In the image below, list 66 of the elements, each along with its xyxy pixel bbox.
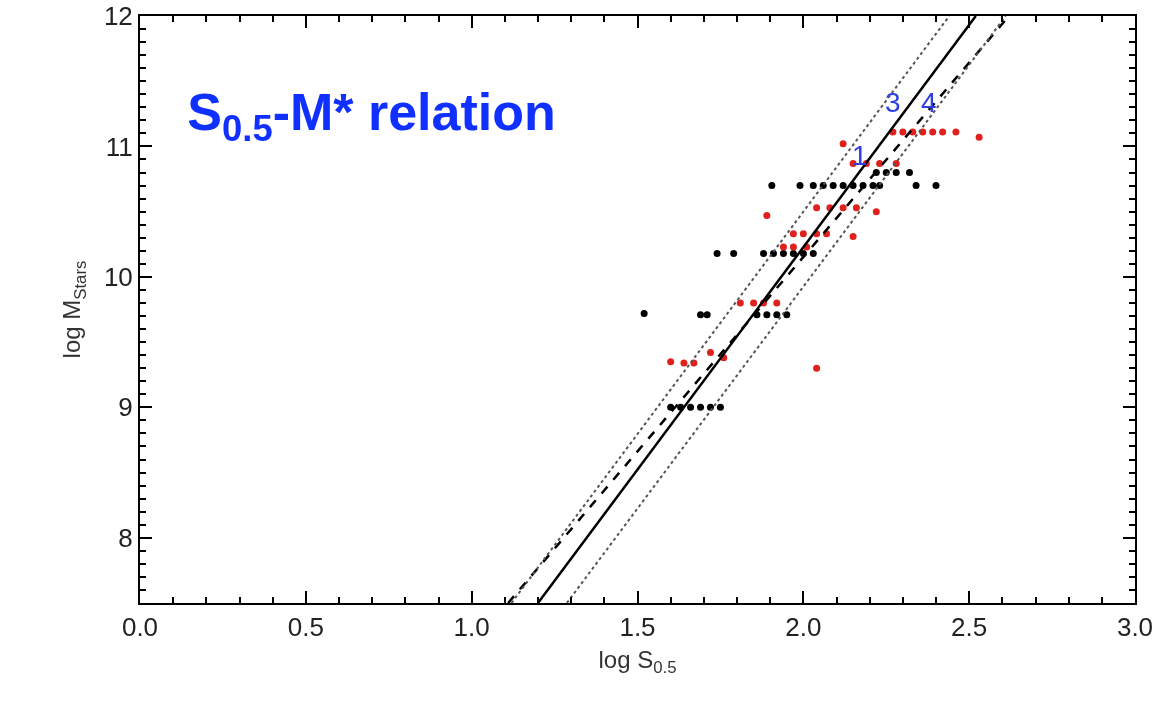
point xyxy=(796,182,804,190)
annotation: 3 xyxy=(885,87,901,118)
x-tick-label: 1.5 xyxy=(619,612,656,643)
point xyxy=(760,249,768,257)
point xyxy=(789,249,797,257)
point xyxy=(809,182,817,190)
point xyxy=(789,230,797,238)
point xyxy=(697,311,705,319)
point xyxy=(939,128,947,136)
point xyxy=(730,249,738,257)
point xyxy=(703,311,711,319)
point xyxy=(773,311,781,319)
point xyxy=(779,243,787,251)
point xyxy=(783,311,791,319)
point xyxy=(763,212,771,220)
point xyxy=(713,249,721,257)
point xyxy=(779,249,787,257)
y-tick-label: 11 xyxy=(105,131,133,162)
point xyxy=(789,243,797,251)
point xyxy=(839,204,847,212)
point xyxy=(872,208,880,216)
point xyxy=(763,311,771,319)
point xyxy=(813,204,821,212)
point xyxy=(687,403,695,411)
y-tick-label: 9 xyxy=(118,392,133,423)
point xyxy=(839,182,847,190)
point xyxy=(905,169,913,177)
x-tick-label: 2.5 xyxy=(951,612,988,643)
point xyxy=(667,358,675,366)
y-tick-label: 12 xyxy=(103,1,133,32)
x-tick-label: 0.5 xyxy=(287,612,324,643)
text: S$_{0.5}$-M* relation xyxy=(187,83,556,150)
point xyxy=(852,204,860,212)
point xyxy=(809,249,817,257)
point xyxy=(697,403,705,411)
point xyxy=(932,182,940,190)
point xyxy=(716,403,724,411)
y-tick-label: 8 xyxy=(118,522,133,553)
point xyxy=(706,349,714,357)
point xyxy=(829,182,837,190)
point xyxy=(899,128,907,136)
annotation: 1 xyxy=(852,140,868,171)
point xyxy=(667,403,675,411)
point xyxy=(912,182,920,190)
point xyxy=(736,299,744,307)
point xyxy=(929,128,937,136)
point xyxy=(680,359,688,367)
point xyxy=(975,133,983,141)
x-tick-label: 1.0 xyxy=(453,612,490,643)
point xyxy=(952,128,960,136)
x-tick-label: 3.0 xyxy=(1116,612,1154,643)
x-axis-title: log S$_{0.5}$ xyxy=(598,646,677,678)
point xyxy=(640,309,648,317)
point xyxy=(869,182,877,190)
point xyxy=(768,182,776,190)
point xyxy=(813,364,821,372)
annotation: 4 xyxy=(921,87,937,118)
point xyxy=(849,232,857,240)
point xyxy=(750,299,758,307)
y-tick-label: 10 xyxy=(103,261,133,292)
point xyxy=(799,230,807,238)
x-tick-label: 2.0 xyxy=(785,612,822,643)
x-tick-label: 0.0 xyxy=(121,612,159,643)
point xyxy=(839,140,847,148)
point xyxy=(773,299,781,307)
point xyxy=(892,169,900,177)
